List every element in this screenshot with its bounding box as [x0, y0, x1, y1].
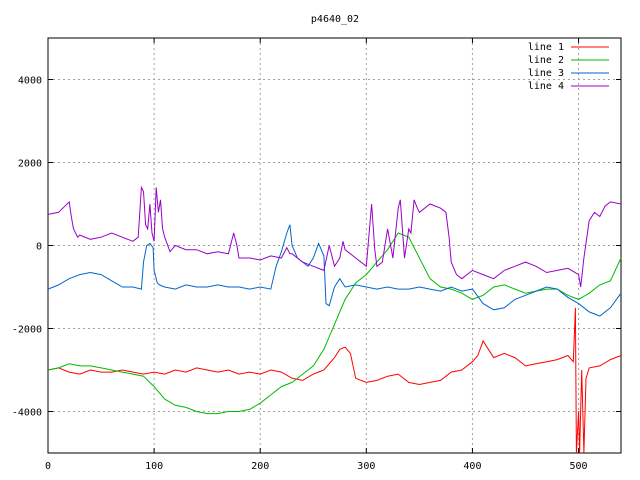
series-lines [47, 185, 622, 454]
legend-label-1: line 1 [528, 42, 564, 53]
y-tick-label: 2000 [18, 159, 42, 170]
series-line-1 [47, 307, 622, 454]
grid [48, 38, 621, 453]
legend-label-2: line 2 [528, 55, 564, 66]
x-tick-label: 400 [463, 461, 481, 472]
x-tick-label: 100 [145, 461, 163, 472]
x-tick-label: 300 [357, 461, 375, 472]
axis-ticks: 0 100 200 300 400 500 -4000 -2000 0 2000 4000 [12, 38, 621, 472]
series-line-4 [47, 185, 622, 288]
legend: line 1 line 2 line 3 line 4 [528, 42, 609, 92]
legend-label-3: line 3 [528, 68, 564, 79]
legend-label-4: line 4 [528, 81, 564, 92]
series-line-3 [47, 224, 622, 317]
y-tick-label: 4000 [18, 76, 42, 87]
y-tick-label: 0 [36, 242, 42, 253]
x-tick-label: 0 [45, 461, 51, 472]
y-tick-label: -2000 [12, 325, 42, 336]
x-tick-label: 500 [570, 461, 588, 472]
y-tick-label: -4000 [12, 408, 42, 419]
x-tick-label: 200 [251, 461, 269, 472]
series-line-2 [47, 232, 622, 415]
chart-title: p4640_02 [311, 14, 359, 25]
